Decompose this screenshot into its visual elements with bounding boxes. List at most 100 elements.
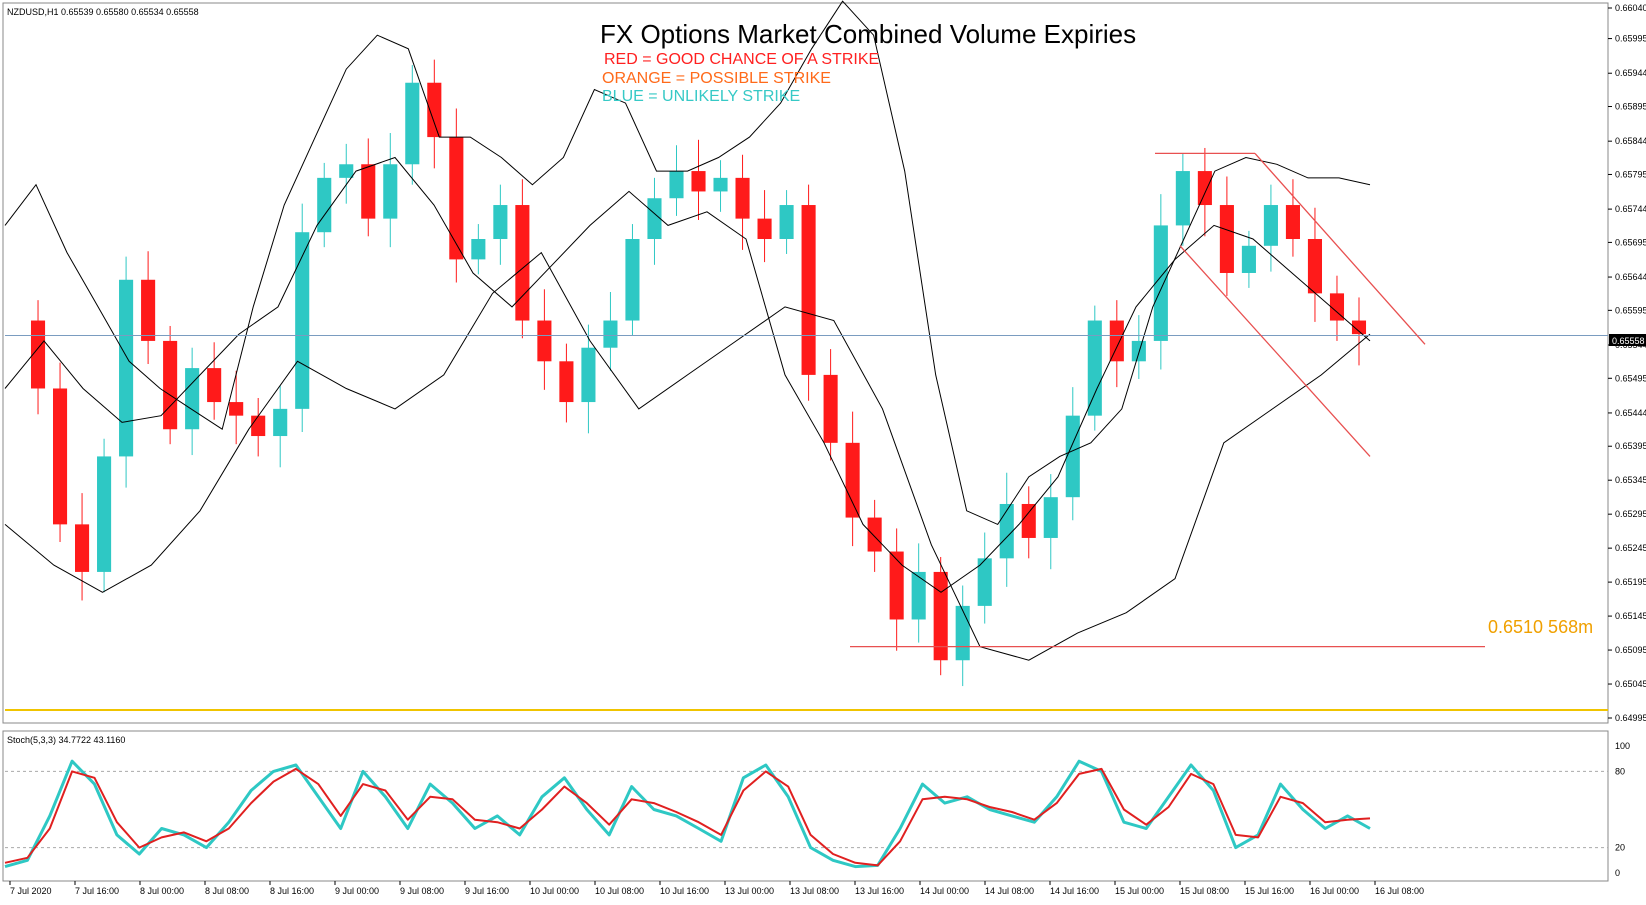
candle-body bbox=[1329, 293, 1345, 321]
time-tick-label: 10 Jul 00:00 bbox=[530, 886, 579, 896]
channel-upper-line bbox=[1254, 152, 1426, 345]
stoch-tick-label: 0 bbox=[1615, 868, 1620, 878]
price-tick-label: 0.65345 bbox=[1615, 475, 1646, 485]
candle-body bbox=[185, 368, 200, 430]
candle-body bbox=[1263, 205, 1278, 246]
legend-red: RED = GOOD CHANCE OF A STRIKE bbox=[604, 51, 879, 68]
candle-body bbox=[537, 320, 552, 362]
expiry-annotation: 0.6510 568m bbox=[1488, 617, 1593, 637]
candle-body bbox=[449, 137, 464, 260]
stoch-tick-label: 100 bbox=[1615, 741, 1630, 751]
current-price-label: 0.65558 bbox=[1612, 336, 1645, 346]
channel-lower-line bbox=[1179, 245, 1371, 457]
time-tick-label: 13 Jul 00:00 bbox=[725, 886, 774, 896]
candle-body bbox=[779, 205, 794, 240]
candle-body bbox=[405, 82, 420, 165]
candle-body bbox=[317, 177, 332, 233]
candle-body bbox=[955, 605, 970, 661]
candle-body bbox=[1109, 320, 1124, 362]
bollinger-middle bbox=[4, 156, 1371, 593]
current-price-tag bbox=[1609, 334, 1646, 346]
price-tick-label: 0.65495 bbox=[1615, 373, 1646, 383]
price-tick-label: 0.65095 bbox=[1615, 645, 1646, 655]
candle-body bbox=[801, 205, 816, 375]
time-tick-label: 14 Jul 00:00 bbox=[920, 886, 969, 896]
time-tick-label: 15 Jul 16:00 bbox=[1245, 886, 1294, 896]
time-tick-label: 13 Jul 08:00 bbox=[790, 886, 839, 896]
price-tick-label: 0.65744 bbox=[1615, 204, 1646, 214]
price-tick-label: 0.65245 bbox=[1615, 543, 1646, 553]
time-tick-label: 14 Jul 16:00 bbox=[1050, 886, 1099, 896]
candle-body bbox=[97, 456, 112, 572]
candle-body bbox=[493, 205, 508, 240]
chart-title: FX Options Market Combined Volume Expiri… bbox=[600, 19, 1136, 49]
candle-body bbox=[207, 368, 222, 403]
candle-body bbox=[119, 279, 134, 457]
stoch-line-0 bbox=[4, 759, 1371, 869]
legend-blue: BLUE = UNLIKELY STRIKE bbox=[602, 88, 800, 105]
candle-body bbox=[845, 442, 860, 518]
time-tick-label: 10 Jul 08:00 bbox=[595, 886, 644, 896]
candle-body bbox=[273, 408, 288, 437]
candle-body bbox=[713, 177, 728, 192]
candle-body bbox=[339, 164, 354, 178]
candle-body bbox=[647, 198, 662, 240]
time-tick-label: 16 Jul 00:00 bbox=[1310, 886, 1359, 896]
stoch-panel bbox=[2, 730, 1609, 882]
candle-body bbox=[75, 524, 90, 572]
candle-body bbox=[1153, 225, 1168, 341]
candle-body bbox=[1307, 239, 1323, 294]
candle-body bbox=[30, 320, 46, 389]
time-tick-label: 14 Jul 08:00 bbox=[985, 886, 1034, 896]
candle-body bbox=[229, 402, 244, 416]
time-tick-label: 13 Jul 16:00 bbox=[855, 886, 904, 896]
time-tick-label: 9 Jul 00:00 bbox=[335, 886, 379, 896]
candle-body bbox=[515, 205, 530, 321]
candle-body bbox=[933, 571, 948, 661]
candle-body bbox=[383, 164, 398, 219]
price-tick-label: 0.65844 bbox=[1615, 136, 1646, 146]
candle-body bbox=[603, 320, 618, 348]
price-tick-label: 0.65295 bbox=[1615, 509, 1646, 519]
candle-body bbox=[52, 388, 68, 525]
candle-body bbox=[471, 239, 486, 260]
candle-body bbox=[1285, 205, 1300, 240]
candle-body bbox=[1219, 205, 1234, 273]
candle-body bbox=[977, 558, 992, 606]
stoch-tick-label: 80 bbox=[1615, 766, 1625, 776]
candle-body bbox=[361, 164, 376, 219]
main-plot bbox=[4, 0, 1608, 711]
candle-body bbox=[669, 171, 684, 199]
time-tick-label: 9 Jul 16:00 bbox=[465, 886, 509, 896]
stoch-plot: 100 80 20 0 bbox=[4, 741, 1630, 878]
time-tick-label: 10 Jul 16:00 bbox=[660, 886, 709, 896]
candle-body bbox=[999, 503, 1014, 559]
price-tick-label: 0.66040 bbox=[1615, 3, 1646, 13]
price-tick-label: 0.65644 bbox=[1615, 272, 1646, 282]
candle-body bbox=[691, 171, 706, 192]
price-tick-label: 0.65944 bbox=[1615, 68, 1646, 78]
time-tick-label: 9 Jul 08:00 bbox=[400, 886, 444, 896]
candle-body bbox=[1175, 171, 1190, 226]
candle-body bbox=[911, 571, 926, 620]
time-tick-label: 8 Jul 08:00 bbox=[205, 886, 249, 896]
price-tick-label: 0.65444 bbox=[1615, 408, 1646, 418]
price-tick-label: 0.65595 bbox=[1615, 305, 1646, 315]
price-tick-label: 0.65145 bbox=[1615, 611, 1646, 621]
time-tick-label: 15 Jul 00:00 bbox=[1115, 886, 1164, 896]
time-axis: 7 Jul 2020 7 Jul 16:00 8 Jul 00:00 8 Jul 08… bbox=[9, 881, 1424, 896]
stoch-label: Stoch(5,3,3) 34.7722 43.1160 bbox=[7, 735, 125, 745]
candle-body bbox=[1131, 340, 1146, 362]
candle-body bbox=[867, 517, 882, 552]
price-tick-label: 0.65795 bbox=[1615, 169, 1646, 179]
bollinger-upper bbox=[4, 0, 1371, 526]
legend-orange: ORANGE = POSSIBLE STRIKE bbox=[602, 70, 831, 87]
candle-body bbox=[1241, 245, 1256, 273]
price-tick-label: 0.65995 bbox=[1615, 34, 1646, 44]
candle-body bbox=[1087, 320, 1102, 416]
main-panel bbox=[2, 2, 1609, 724]
candle-body bbox=[1351, 320, 1367, 335]
candle-body bbox=[581, 347, 596, 403]
candle-body bbox=[1065, 415, 1080, 498]
